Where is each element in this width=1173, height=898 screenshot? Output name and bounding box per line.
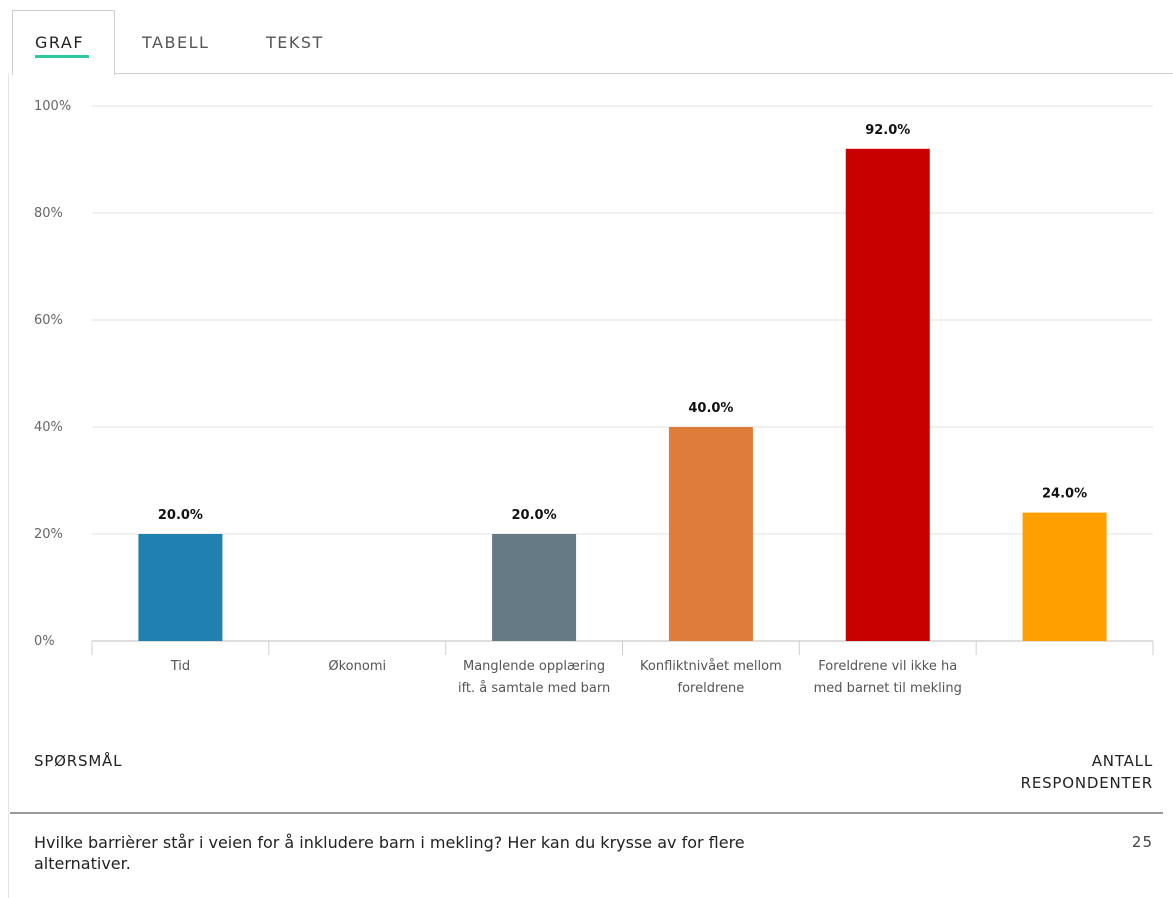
bar-chart: 0% 20% 40% 60% 80% 100% 20.0% Tid Økonomi 20.0% Ma… bbox=[34, 99, 1154, 696]
bar-value-label: 20.0% bbox=[158, 508, 203, 523]
bar-value-label: 24.0% bbox=[1042, 487, 1087, 502]
question-column-label: SPØRSMÅL bbox=[34, 752, 123, 770]
active-tab-underline bbox=[35, 55, 89, 58]
question-text: Hvilke barrièrer står i veien for å inkl… bbox=[34, 833, 745, 873]
respondents-label-line2: RESPONDENTER bbox=[1020, 774, 1153, 792]
y-tick-label: 0% bbox=[34, 634, 55, 649]
x-category-label: Økonomi bbox=[328, 659, 386, 674]
x-category-label: Manglende opplæring bbox=[463, 659, 605, 674]
bar-value-label: 92.0% bbox=[865, 123, 910, 138]
bar-value-label: 20.0% bbox=[512, 508, 557, 523]
y-tick-label: 20% bbox=[34, 527, 63, 542]
y-tick-label: 80% bbox=[34, 206, 63, 221]
x-category-label: Konfliktnivået mellom bbox=[640, 659, 782, 674]
left-border bbox=[8, 74, 9, 898]
tab-tabell[interactable]: TABELL bbox=[142, 33, 210, 52]
x-category-label: med barnet til mekling bbox=[814, 681, 962, 696]
active-tab-frame bbox=[12, 10, 115, 75]
x-category-label: Tid bbox=[170, 659, 190, 674]
x-category-label: ift. å samtale med barn bbox=[458, 681, 610, 696]
x-category-label: Foreldrene vil ikke ha bbox=[818, 659, 957, 674]
tab-bar-divider bbox=[114, 73, 1173, 74]
tab-graf[interactable]: GRAF bbox=[35, 33, 85, 52]
tab-tekst[interactable]: TEKST bbox=[266, 33, 324, 52]
footer-divider bbox=[10, 812, 1163, 814]
respondent-count: 25 bbox=[1131, 833, 1153, 851]
bar-value-label: 40.0% bbox=[688, 401, 733, 416]
respondents-column-label: ANTALL RESPONDENTER bbox=[1021, 750, 1153, 794]
respondents-label-line1: ANTALL bbox=[1091, 752, 1153, 770]
bar bbox=[668, 427, 753, 641]
tab-bar: GRAF TABELL TEKST bbox=[0, 0, 1173, 76]
bar bbox=[138, 534, 223, 641]
y-tick-label: 60% bbox=[34, 313, 63, 328]
x-category-label: foreldrene bbox=[678, 681, 745, 696]
bar bbox=[1022, 512, 1107, 641]
y-tick-label: 40% bbox=[34, 420, 63, 435]
bar bbox=[845, 148, 930, 642]
y-tick-label: 100% bbox=[34, 99, 71, 114]
bar bbox=[492, 534, 577, 641]
